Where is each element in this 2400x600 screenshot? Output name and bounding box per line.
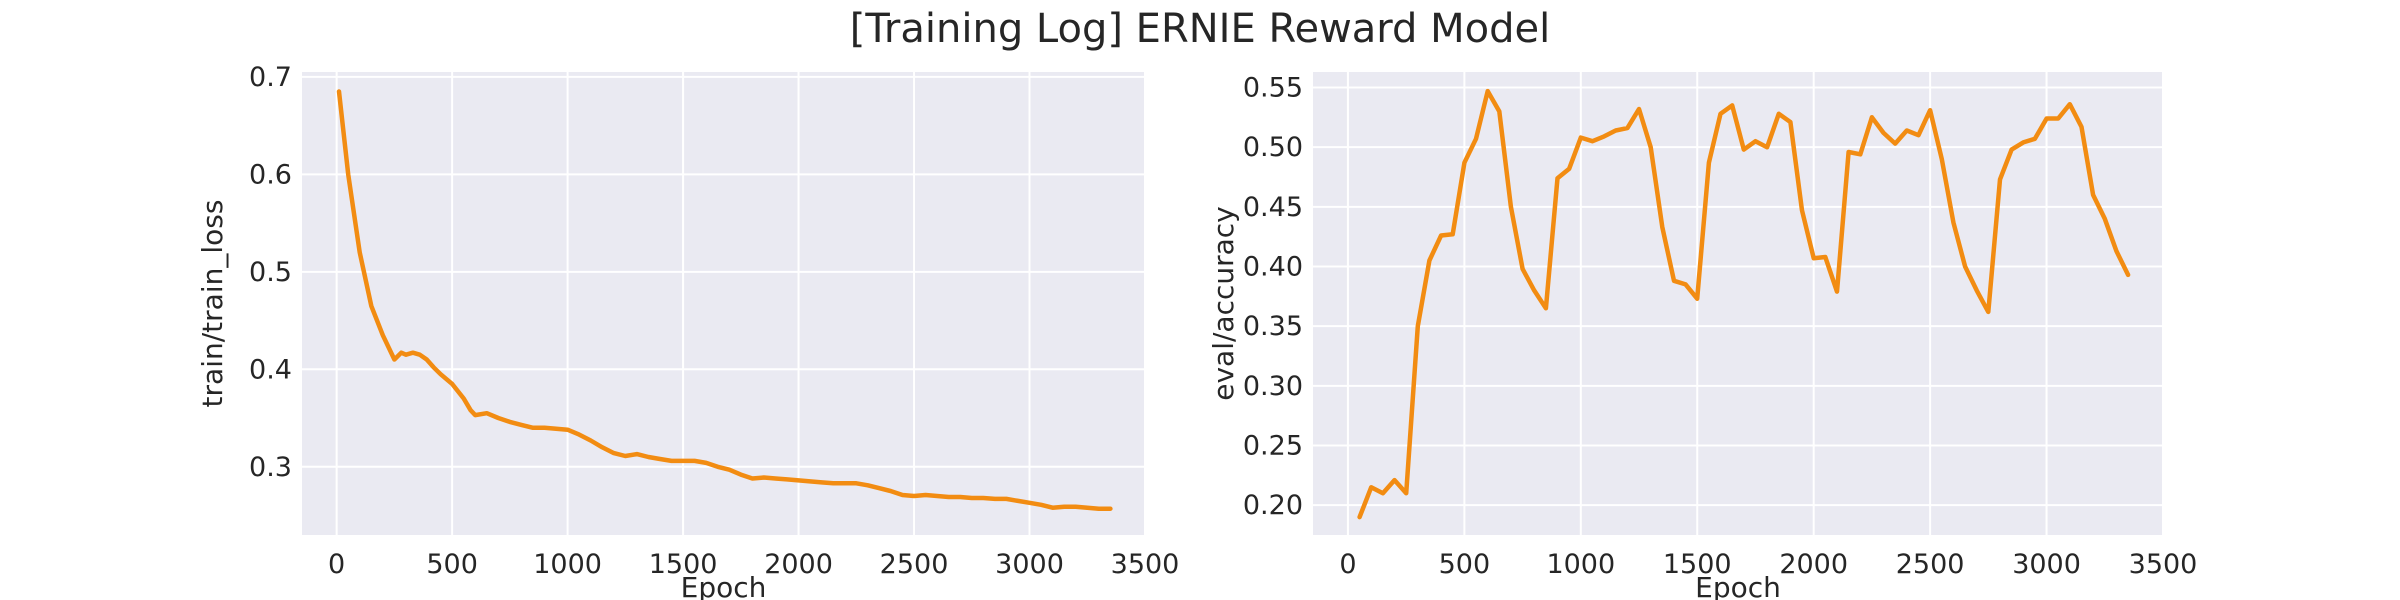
y-axis-label: eval/accuracy	[1207, 206, 1240, 401]
x-axis-label: Epoch	[681, 571, 767, 600]
y-tick-label: 0.40	[1243, 252, 1303, 283]
x-tick-label: 2500	[880, 549, 949, 580]
y-tick-label: 0.25	[1243, 431, 1303, 462]
x-tick-label: 1000	[533, 549, 602, 580]
plot-area	[302, 72, 1145, 535]
y-tick-label: 0.5	[249, 257, 292, 288]
x-tick-label: 0	[328, 549, 345, 580]
x-tick-label: 1500	[649, 549, 718, 580]
accuracy-chart: 0 500 1000 1500 2000 2500 3000 3500 0.20 0.25 0.30…	[1207, 72, 2197, 600]
x-tick-label: 2000	[1779, 549, 1848, 580]
y-axis-label: train/train_loss	[196, 200, 229, 408]
x-tick-label: 1000	[1546, 549, 1615, 580]
x-tick-label: 500	[426, 549, 478, 580]
x-tick-label: 2500	[1896, 549, 1965, 580]
x-tick-label: 3000	[995, 549, 1064, 580]
series-line	[336, 89, 1113, 511]
y-tick-label: 0.3	[249, 452, 292, 483]
x-axis-label: Epoch	[1695, 571, 1781, 600]
y-tick-label: 0.50	[1243, 132, 1303, 163]
x-tick-label: 500	[1439, 549, 1491, 580]
x-tick-label: 3500	[2129, 549, 2198, 580]
y-tick-label: 0.6	[249, 159, 292, 190]
y-tick-label: 0.20	[1243, 490, 1303, 521]
y-tick-label: 0.35	[1243, 311, 1303, 342]
x-tick-label: 3000	[2012, 549, 2081, 580]
y-tick-label: 0.30	[1243, 371, 1303, 402]
loss-chart: 0 500 1000 1500 2000 2500 3000 3500 0.3 0.4 0.5 0.6…	[196, 62, 1179, 600]
figure-title: [Training Log] ERNIE Reward Model	[850, 6, 1550, 52]
y-tick-label: 0.55	[1243, 73, 1303, 104]
y-tick-label: 0.45	[1243, 192, 1303, 223]
series-line	[1357, 88, 2131, 520]
plot-area	[1313, 72, 2163, 535]
x-tick-label: 2000	[764, 549, 833, 580]
x-tick-label: 3500	[1111, 549, 1180, 580]
y-tick-label: 0.7	[249, 62, 292, 93]
x-tick-label: 1500	[1663, 549, 1732, 580]
x-tick-label: 0	[1339, 549, 1356, 580]
y-tick-label: 0.4	[249, 354, 292, 385]
